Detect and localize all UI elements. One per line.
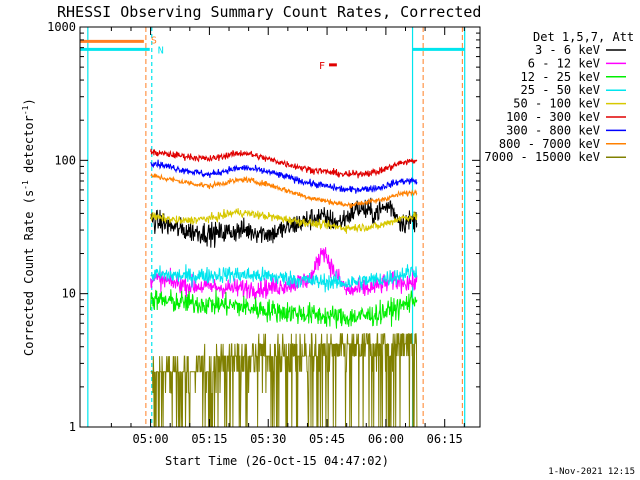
x-axis: 05:00 05:15 05:30 05:45 06:00 06:15	[110, 27, 465, 446]
x-tick-label: 05:30	[250, 432, 286, 446]
series-300-800kev-line	[150, 159, 418, 194]
series-800-7000kev-line	[150, 172, 418, 209]
legend-label: 12 - 25 keV	[521, 70, 600, 84]
legend-label: 6 - 12 keV	[528, 56, 600, 70]
x-axis-label: Start Time (26-Oct-15 04:47:02)	[165, 454, 389, 468]
saa-label: S	[151, 35, 157, 46]
series-25-50kev-line	[150, 264, 418, 293]
plot-area: SN F	[80, 27, 466, 428]
legend-label: 300 - 800 keV	[506, 123, 600, 137]
series-100-300kev-line	[150, 148, 418, 179]
x-tick-label: 06:00	[368, 432, 404, 446]
plot-frame	[79, 26, 481, 428]
y-axis-label-main: Corrected Count Rate (s	[22, 190, 36, 356]
y-axis-label-mid: detector	[22, 115, 36, 180]
legend-header: Det 1,5,7, Att 0	[533, 30, 640, 44]
legend-label: 3 - 6 keV	[535, 43, 600, 57]
flare-label: F	[319, 61, 325, 72]
y-axis-label-end: )	[22, 98, 36, 105]
footer-date: 1-Nov-2021 12:15	[548, 467, 635, 477]
x-tick-label: 05:15	[191, 432, 227, 446]
y-tick-label: 100	[54, 153, 76, 167]
y-axis: 1 10 100 1000	[47, 20, 480, 434]
x-tick-label: 05:45	[309, 432, 345, 446]
legend-label: 7000 - 15000 keV	[484, 150, 600, 164]
series-3-6kev-line	[150, 197, 418, 248]
legend-label: 800 - 7000 keV	[499, 137, 600, 151]
y-axis-label-sup-2: -1	[21, 105, 30, 115]
legend-label: 50 - 100 keV	[513, 97, 600, 111]
svg-text:Corrected Count Rate (s-1 dete: Corrected Count Rate (s-1 detector-1)	[21, 98, 36, 356]
night-label: N	[158, 45, 164, 56]
series-6-12kev-line	[150, 247, 418, 300]
series-50-100kev-line	[150, 208, 418, 234]
y-tick-label: 10	[62, 287, 76, 301]
y-tick-label: 1	[69, 420, 76, 434]
y-axis-label-sup-1: -1	[21, 180, 30, 190]
y-tick-label: 1000	[47, 20, 76, 34]
x-tick-label: 06:15	[427, 432, 463, 446]
legend-label: 25 - 50 keV	[521, 83, 600, 97]
chart-title: RHESSI Observing Summary Count Rates, Co…	[57, 3, 481, 21]
legend-label: 100 - 300 keV	[506, 110, 600, 124]
series-12-25kev-line	[150, 289, 418, 329]
y-axis-label: Corrected Count Rate (s-1 detector-1)	[21, 98, 36, 356]
series-7000-15000kev-line	[150, 333, 418, 428]
x-tick-label: 05:00	[133, 432, 169, 446]
